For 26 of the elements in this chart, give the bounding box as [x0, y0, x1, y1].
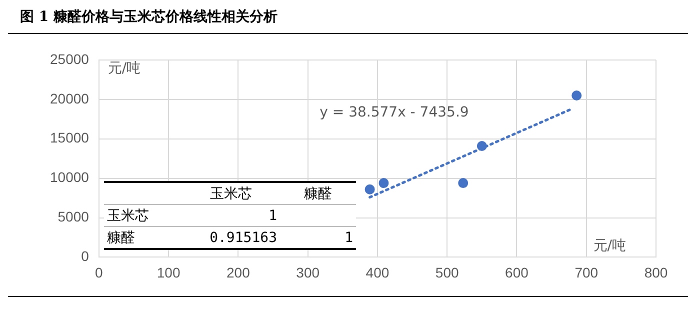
x-tick-label: 700 — [574, 264, 598, 280]
y-axis-title: 元/吨 — [108, 60, 141, 77]
annotation: 1 — [182, 204, 280, 226]
chart-title: 图 1 糠醛价格与玉米芯价格线性相关分析 — [20, 8, 278, 26]
x-tick-label: 800 — [644, 264, 668, 280]
x-tick-label: 0 — [95, 264, 104, 280]
x-tick-label: 300 — [296, 264, 320, 280]
x-tick-label: 500 — [435, 264, 459, 280]
x-tick-label: 400 — [366, 264, 390, 280]
y-tick-label: 5000 — [58, 208, 90, 225]
y-tick-label: 15000 — [50, 130, 90, 146]
x-tick-label: 600 — [505, 264, 529, 280]
x-axis-title: 元/吨 — [593, 238, 626, 254]
y-tick-label: 0 — [81, 248, 90, 264]
annotation: 糠醛 — [104, 226, 182, 249]
y-tick-label: 20000 — [50, 90, 90, 106]
annotation: 糠醛 — [280, 182, 356, 204]
x-tick-label: 200 — [226, 264, 250, 280]
annotation: 0.915163 — [182, 226, 280, 249]
annotation: 玉米芯 — [182, 182, 280, 204]
annotation: y = 38.577x - 7435.9 — [320, 104, 469, 120]
annotation: 1 — [280, 226, 356, 249]
x-tick-label: 100 — [156, 264, 180, 280]
y-tick-label: 10000 — [50, 169, 90, 186]
annotation: 玉米芯 — [104, 204, 182, 226]
y-tick-label: 25000 — [50, 50, 90, 67]
